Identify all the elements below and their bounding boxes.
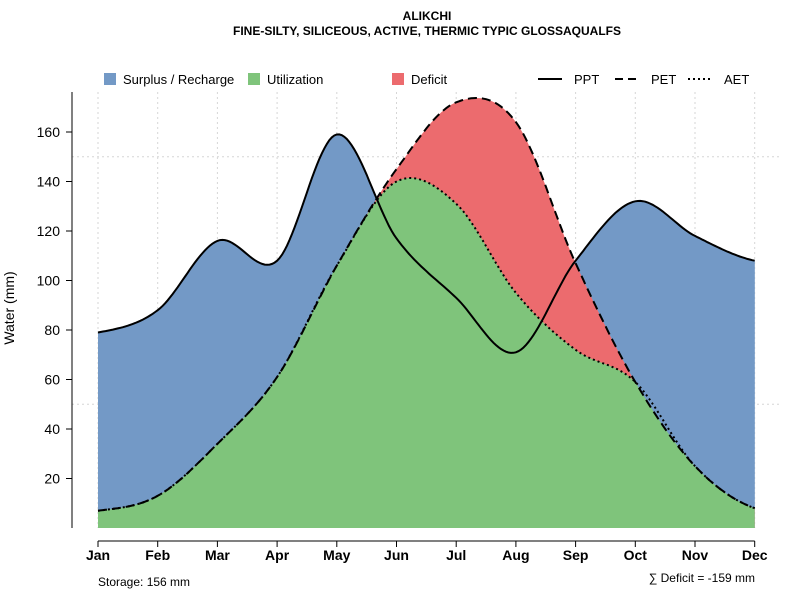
y-tick-label: 160: [37, 124, 61, 140]
legend-label: Utilization: [267, 72, 323, 87]
legend-swatch: [392, 73, 404, 85]
x-tick-label: Nov: [682, 547, 709, 563]
x-tick-label: Oct: [624, 547, 648, 563]
y-tick-label: 40: [44, 421, 60, 437]
chart-subtitle: FINE-SILTY, SILICEOUS, ACTIVE, THERMIC T…: [233, 24, 621, 38]
y-axis-title: Water (mm): [1, 271, 17, 344]
y-tick-label: 120: [37, 223, 61, 239]
y-tick-label: 20: [44, 471, 60, 487]
series-lines: [97, 96, 756, 512]
axes: 20 40 60 80 100 120 140 160 Jan Feb Mar Apr May Jun Ju…: [37, 92, 768, 563]
legend-label: AET: [724, 72, 749, 87]
x-tick-label: Sep: [563, 547, 589, 563]
y-tick-label: 140: [37, 174, 61, 190]
y-tick-label: 60: [44, 372, 60, 388]
x-tick-label: May: [323, 547, 350, 563]
pet-line: [97, 96, 756, 512]
y-tick-label: 100: [37, 273, 61, 289]
x-tick-label: Jun: [384, 547, 409, 563]
utilization-area: [98, 178, 755, 528]
chart-title: ALIKCHI: [403, 9, 452, 23]
legend-label: PPT: [574, 72, 599, 87]
legend-label: Deficit: [411, 72, 448, 87]
deficit-annotation: ∑ Deficit = -159 mm: [649, 571, 755, 585]
legend-label: PET: [651, 72, 676, 87]
x-tick-label: Apr: [265, 547, 290, 563]
legend: Surplus / Recharge Utilization Deficit PPT P…: [104, 72, 749, 87]
surplus-excess-area: [98, 134, 755, 511]
legend-label: Surplus / Recharge: [123, 72, 234, 87]
ppt-line: [97, 133, 755, 354]
x-tick-label: Feb: [145, 547, 170, 563]
x-tick-label: Dec: [742, 547, 768, 563]
x-tick-label: Aug: [502, 547, 529, 563]
x-tick-label: Mar: [205, 547, 230, 563]
legend-swatch: [104, 73, 116, 85]
y-tick-label: 80: [44, 322, 60, 338]
legend-swatch: [248, 73, 260, 85]
x-tick-label: Jul: [446, 547, 466, 563]
fill-areas: [98, 98, 755, 528]
storage-annotation: Storage: 156 mm: [98, 575, 190, 589]
x-tick-label: Jan: [86, 547, 110, 563]
